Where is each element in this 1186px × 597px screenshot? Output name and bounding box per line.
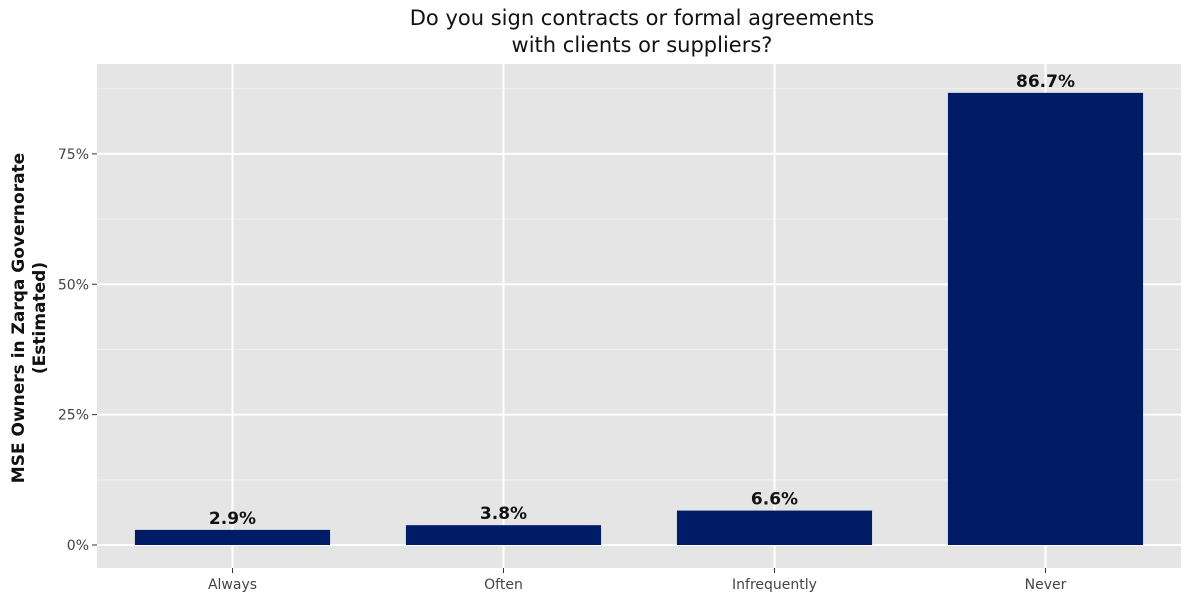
x-tick-label-always: Always (208, 577, 257, 593)
y-tick-label-1: 25% (58, 408, 89, 424)
bar-always (134, 529, 331, 545)
chart-title-line-1: Do you sign contracts or formal agreemen… (410, 6, 874, 30)
data-label-infrequently: 6.6% (751, 490, 798, 510)
y-axis-title: MSE Owners in Zarqa Governorate (Estimat… (9, 153, 50, 483)
bars (134, 92, 1144, 545)
y-tick-label-0: 0% (67, 538, 89, 554)
x-tick-label-infrequently: Infrequently (732, 577, 817, 593)
data-label-never: 86.7% (1016, 72, 1075, 92)
data-labels: 2.9% 3.8% 6.6% 86.7% (209, 72, 1075, 529)
y-tick-label-3: 75% (58, 147, 89, 163)
x-tick-label-never: Never (1025, 577, 1067, 593)
x-tick-label-often: Often (484, 577, 523, 593)
y-tick-label-2: 50% (58, 277, 89, 293)
data-label-often: 3.8% (480, 504, 527, 524)
y-axis: 0% 25% 50% 75% (58, 147, 97, 554)
x-axis: Always Often Infrequently Never (208, 568, 1067, 593)
bar-infrequently (676, 510, 873, 545)
y-axis-title-line-2: (Estimated) (30, 262, 50, 374)
y-axis-title-line-1: MSE Owners in Zarqa Governorate (9, 153, 29, 483)
data-label-always: 2.9% (209, 509, 256, 529)
chart-title: Do you sign contracts or formal agreemen… (410, 6, 874, 57)
chart-title-line-2: with clients or suppliers? (512, 33, 773, 57)
bar-often (405, 525, 602, 545)
bar-never (947, 92, 1144, 545)
